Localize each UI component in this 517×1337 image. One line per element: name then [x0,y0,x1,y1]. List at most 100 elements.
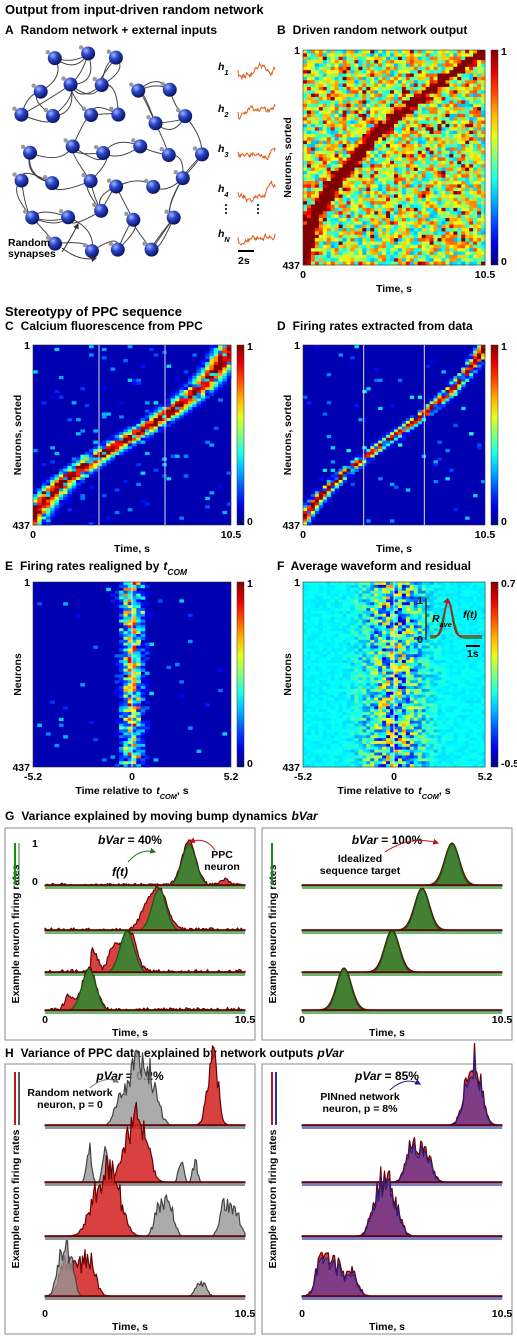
heatmap-cell [136,660,141,663]
heatmap-cell [438,218,442,222]
heatmap-cell [323,602,327,605]
heatmap-cell [201,390,206,393]
heatmap-cell [327,50,331,54]
heatmap-cell [315,248,319,252]
heatmap-cell [72,477,77,480]
heatmap-cell [222,373,227,376]
heatmap-cell [89,472,94,475]
heatmap-cell [132,651,137,654]
heatmap-cell [347,154,351,158]
heatmap-cell [461,228,465,232]
heatmap-cell [331,215,335,219]
heatmap-cell [390,211,394,215]
heatmap-cell [461,387,465,390]
neuron [162,148,176,162]
heatmap-cell [453,151,457,155]
heatmap-cell [347,63,351,67]
heatmap-cell [473,594,477,597]
heatmap-cell [93,455,98,458]
heatmap-cell [370,255,374,259]
heatmap-cell [465,171,469,175]
heatmap-cell [162,463,167,466]
heatmap-cell [438,87,442,91]
heatmap-cell [315,178,319,182]
heatmap-cell [319,191,323,195]
heatmap-cell [426,184,430,188]
heatmap-cell [350,151,354,155]
heatmap-cell [434,171,438,175]
heatmap-cell [335,87,339,91]
heatmap-cell [430,588,434,591]
heatmap-cell [311,134,315,138]
heatmap-cell [59,488,64,491]
heatmap-cell [327,594,331,597]
heatmap-cell [319,228,323,232]
heatmap-cell [141,596,146,599]
heatmap-cell [438,84,442,88]
heatmap-cell [171,410,176,413]
heatmap-cell [422,127,426,131]
heatmap-cell [315,184,319,188]
heatmap-cell [358,107,362,111]
heatmap-cell [123,628,128,631]
heatmap-cell [123,660,128,663]
heatmap-cell [362,90,366,94]
heatmap-cell [80,683,85,686]
heatmap-cell [426,70,430,74]
heatmap-cell [378,168,382,172]
heatmap-cell [366,117,370,121]
heatmap-cell [410,245,414,249]
panel-title: GVariance explained by moving bump dynam… [5,809,319,823]
heatmap-cell [331,80,335,84]
heatmap-cell [477,87,481,91]
heatmap-cell [422,258,426,262]
heatmap-cell [55,500,60,503]
heatmap-cell [335,241,339,245]
heatmap-cell [303,168,307,172]
heatmap-cell [434,67,438,71]
neuron [85,244,99,258]
heatmap-cell [434,100,438,104]
heatmap-cell [453,218,457,222]
heatmap-cell [311,84,315,88]
heatmap-cell [406,63,410,67]
heatmap-cell [461,53,465,57]
heatmap-cell [319,208,323,212]
heatmap-cell [406,137,410,141]
heatmap-cell [402,221,406,225]
heatmap-cell [331,181,335,185]
heatmap-cell [119,718,124,721]
heatmap-cell [358,171,362,175]
heatmap-cell [414,421,418,424]
heatmap-cell [123,689,128,692]
heatmap-cell [398,134,402,138]
heatmap-cell [430,218,434,222]
heatmap-cell [343,57,347,61]
heatmap-cell [390,57,394,61]
heatmap-cell [414,248,418,252]
heatmap-cell [410,418,414,421]
heatmap-cell [311,144,315,148]
heatmap-cell [386,141,390,145]
heatmap-cell [327,57,331,61]
synapse-dot [79,45,83,49]
heatmap-cell [311,225,315,229]
heatmap-cell [123,761,128,764]
heatmap-cell [98,455,103,458]
heatmap-cell [307,596,311,599]
heatmap-cell [323,80,327,84]
heatmap-cell [477,353,481,356]
heatmap-cell [339,94,343,98]
heatmap-cell [418,161,422,165]
heatmap-cell [430,205,434,209]
heatmap-cell [378,438,382,441]
heatmap-cell [449,248,453,252]
heatmap-cell [469,134,473,138]
heatmap-cell [222,356,227,359]
neuron [14,108,28,122]
heatmap-cell [110,455,115,458]
heatmap-cell [469,87,473,91]
heatmap-cell [350,201,354,205]
heatmap-cell [136,721,141,724]
heatmap-cell [477,178,481,182]
